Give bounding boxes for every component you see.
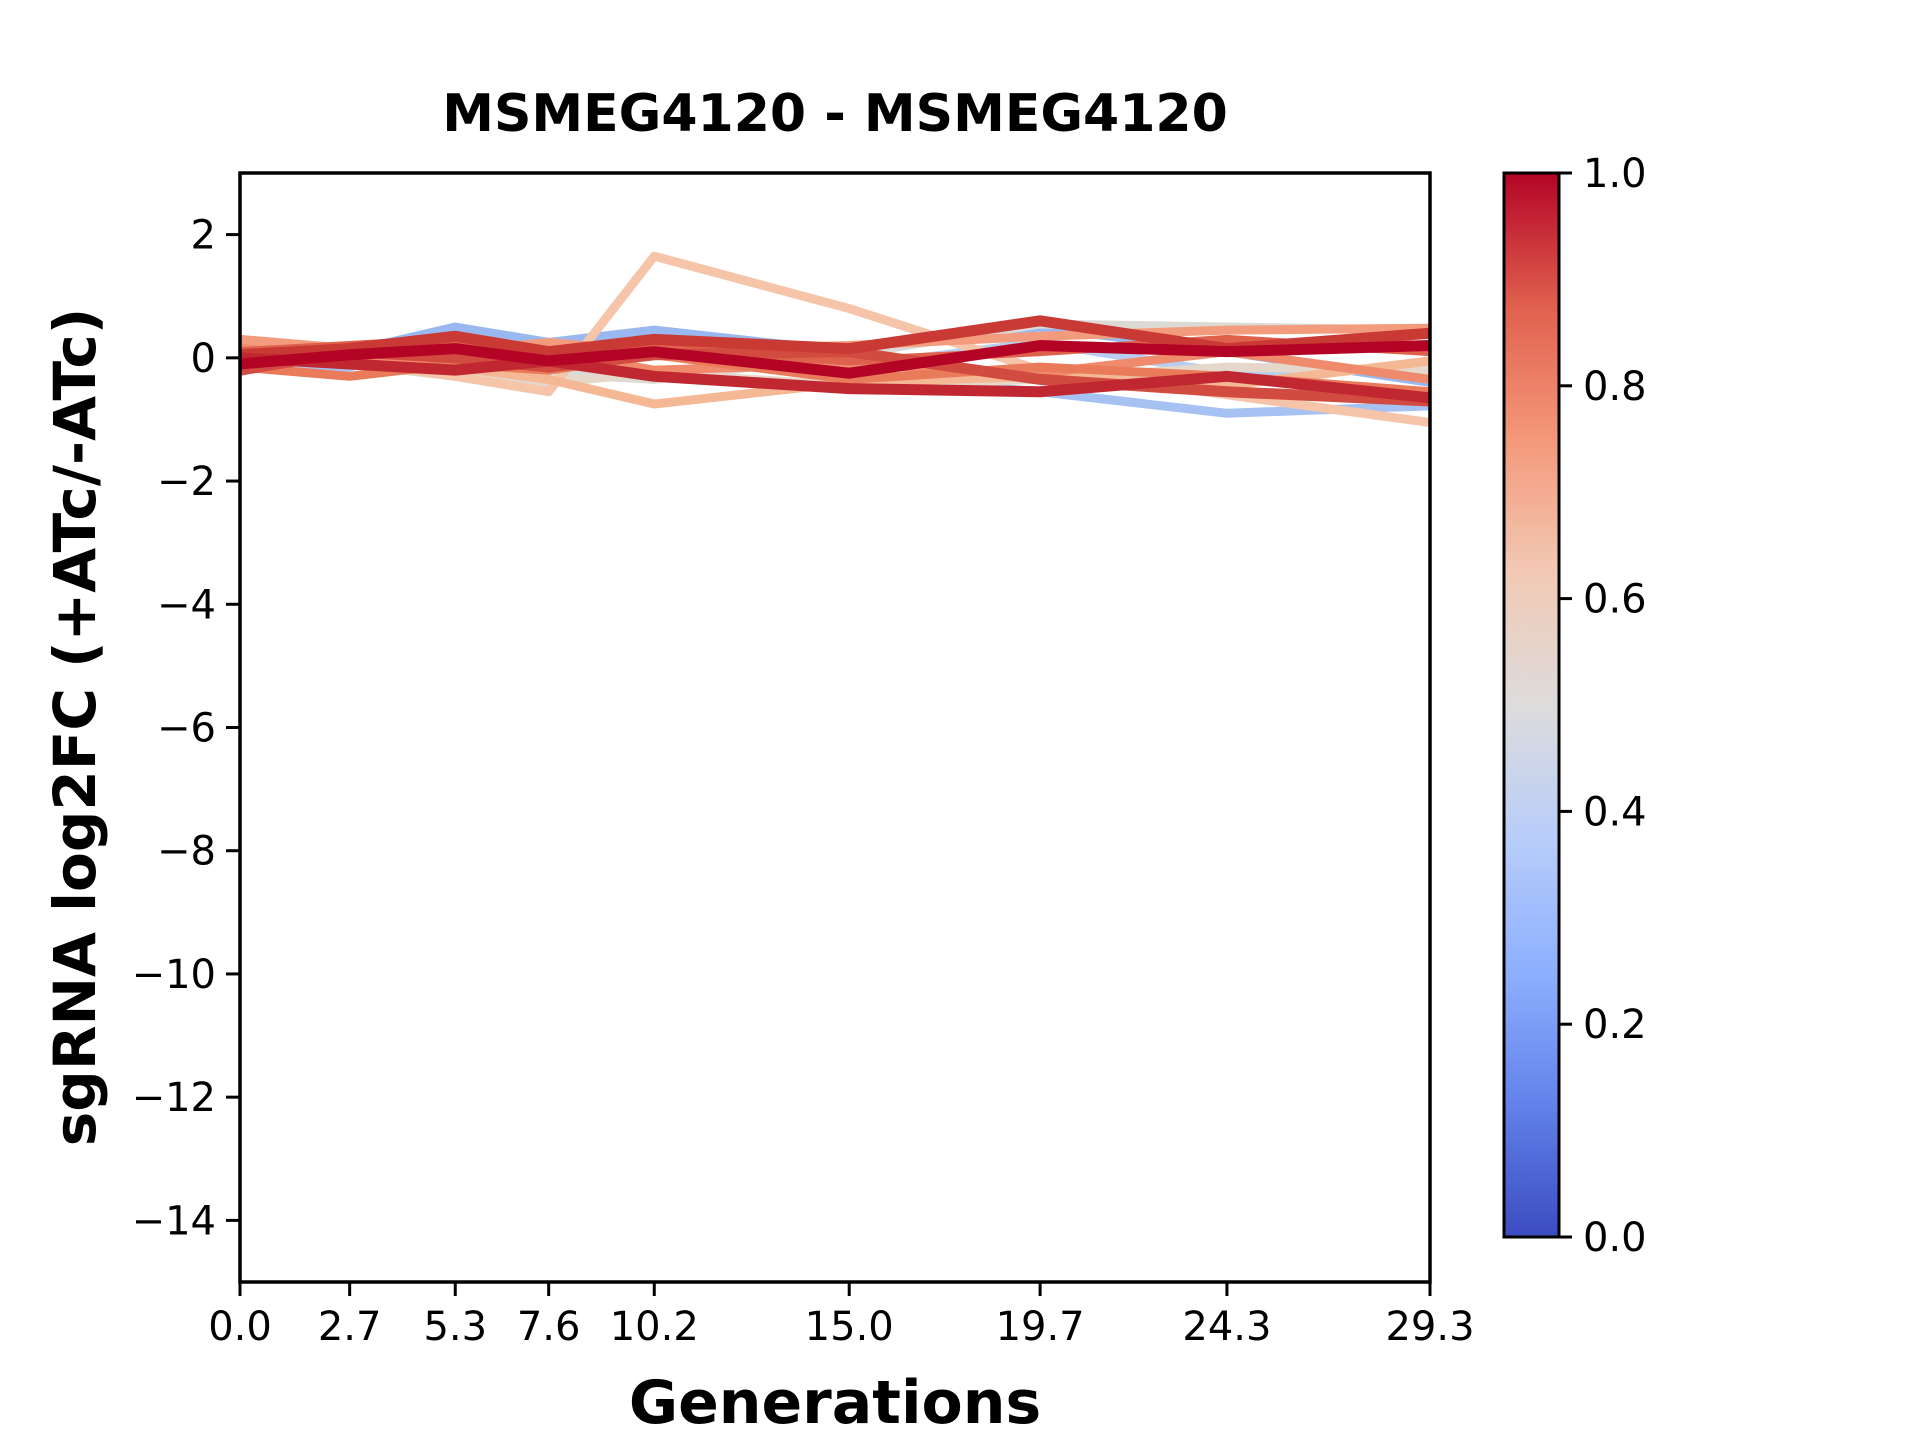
series-group bbox=[240, 251, 1430, 427]
chart-title: MSMEG4120 - MSMEG4120 bbox=[442, 84, 1228, 144]
x-tick-label: 7.6 bbox=[517, 1304, 581, 1350]
y-tick-label: 2 bbox=[191, 213, 216, 259]
y-tick-label: −12 bbox=[132, 1075, 216, 1121]
y-tick-label: −8 bbox=[157, 829, 216, 875]
series-line-14 bbox=[240, 352, 1430, 404]
y-tick-label: −4 bbox=[157, 582, 216, 628]
x-tick-label: 24.3 bbox=[1182, 1304, 1271, 1350]
colorbar-tick-label: 0.8 bbox=[1583, 364, 1647, 410]
y-tick-label: −6 bbox=[157, 706, 216, 752]
colorbar-tick-label: 0.2 bbox=[1583, 1002, 1647, 1048]
y-tick-label: −10 bbox=[132, 952, 216, 998]
x-tick-label: 10.2 bbox=[610, 1304, 699, 1350]
colorbar-tick-label: 0.4 bbox=[1583, 789, 1647, 835]
x-axis-label: Generations bbox=[628, 1368, 1042, 1438]
colorbar-tick-label: 0.6 bbox=[1583, 577, 1647, 623]
x-tick-label: 5.3 bbox=[423, 1304, 487, 1350]
colorbar-tick-label: 1.0 bbox=[1583, 151, 1647, 197]
x-tick-label: 2.7 bbox=[318, 1304, 382, 1350]
y-tick-label: 0 bbox=[191, 336, 216, 382]
y-tick-label: −2 bbox=[157, 459, 216, 505]
colorbar-gradient bbox=[1504, 173, 1559, 1237]
colorbar-tick-label: 0.0 bbox=[1583, 1215, 1647, 1261]
x-tick-label: 29.3 bbox=[1385, 1304, 1474, 1350]
series-line-15 bbox=[240, 340, 1430, 379]
series-line-13 bbox=[240, 315, 1430, 361]
y-tick-label: −14 bbox=[132, 1198, 216, 1244]
colorbar-outline bbox=[1502, 171, 1561, 1239]
x-tick-label: 19.7 bbox=[996, 1304, 1085, 1350]
x-tick-label: 0.0 bbox=[208, 1304, 272, 1350]
x-tick-label: 15.0 bbox=[805, 1304, 894, 1350]
